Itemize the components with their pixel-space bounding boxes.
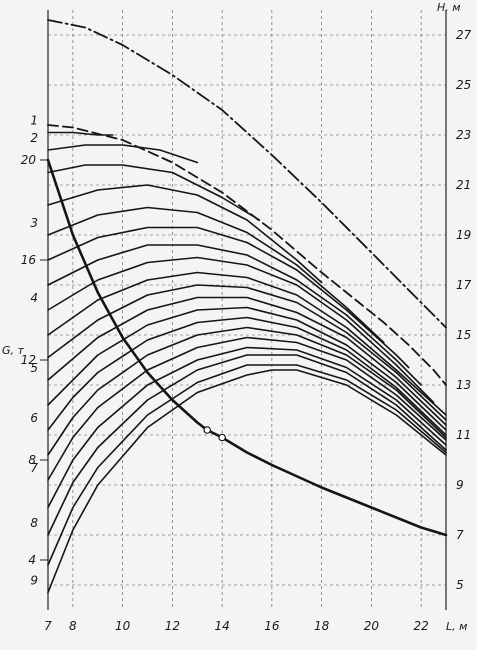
y-left-tick-label: 20 xyxy=(21,153,37,167)
series-line xyxy=(47,184,323,284)
x-axis-label: L, м xyxy=(446,620,467,633)
y-right-tick-label: 23 xyxy=(456,128,471,142)
series-label: 4 xyxy=(30,291,38,305)
y-right-tick-label: 17 xyxy=(456,278,472,292)
grid xyxy=(40,10,447,610)
series-line xyxy=(47,271,447,416)
y-right-tick-label: 9 xyxy=(456,478,464,492)
envelope-dashed-line xyxy=(47,124,447,386)
labels: 7 8 10 12 14 16 18 20 22579111315171921232527481… xyxy=(21,28,472,633)
data-point xyxy=(203,426,212,434)
x-tick-label: 20 xyxy=(364,619,380,633)
series-line xyxy=(47,369,447,594)
series-line xyxy=(47,256,435,404)
series-label: 1 xyxy=(30,114,38,128)
series-label: 6 xyxy=(30,411,38,425)
y-right-tick-label: 11 xyxy=(456,428,471,442)
series-label: 9 xyxy=(30,574,38,588)
y-right-tick-label: 19 xyxy=(456,228,471,242)
y-right-axis-label: H, м xyxy=(437,1,461,14)
y-left-tick-label: 12 xyxy=(21,353,36,367)
series-line xyxy=(47,206,385,344)
series-line xyxy=(47,336,447,481)
series-line xyxy=(47,244,422,386)
y-right-tick-label: 15 xyxy=(456,328,471,342)
y-right-tick-label: 21 xyxy=(456,178,471,192)
x-tick-label: 12 xyxy=(165,619,180,633)
series-label: 8 xyxy=(30,516,38,530)
series-line xyxy=(47,316,447,436)
x-tick-label: 7 xyxy=(44,619,52,633)
x-tick-label: 22 xyxy=(413,619,428,633)
series-line xyxy=(47,131,114,136)
series-line xyxy=(47,354,447,536)
y-right-tick-label: 7 xyxy=(456,528,464,542)
x-tick-label: 18 xyxy=(314,619,330,633)
y-left-axis-label: G, т xyxy=(2,344,25,357)
x-tick-label: 10 xyxy=(115,619,131,633)
series-label: 3 xyxy=(30,216,38,230)
y-left-tick-label: 4 xyxy=(28,553,36,567)
series-line xyxy=(47,346,447,509)
y-left-tick-label: 8 xyxy=(28,453,36,467)
envelope-dashdot-line xyxy=(47,19,447,329)
series-line xyxy=(47,306,447,431)
series-line xyxy=(47,164,261,221)
curves xyxy=(46,19,448,594)
y-left-tick-label: 16 xyxy=(21,253,37,267)
x-tick-label: 8 xyxy=(69,619,77,633)
series-line xyxy=(47,226,410,369)
y-right-tick-label: 27 xyxy=(456,28,472,42)
series-line xyxy=(47,144,199,164)
x-tick-label: 14 xyxy=(214,619,229,633)
series-label: 7 xyxy=(30,461,38,475)
series-label: 5 xyxy=(30,361,38,375)
x-tick-label: 16 xyxy=(264,619,280,633)
series-line xyxy=(47,284,447,421)
series-line xyxy=(47,296,447,426)
y-right-tick-label: 25 xyxy=(456,78,471,92)
y-right-tick-label: 13 xyxy=(456,378,471,392)
data-point xyxy=(218,433,226,442)
series-line xyxy=(47,326,447,456)
y-right-tick-label: 5 xyxy=(456,578,464,592)
series-line xyxy=(47,364,447,566)
series-label: 2 xyxy=(30,131,38,145)
